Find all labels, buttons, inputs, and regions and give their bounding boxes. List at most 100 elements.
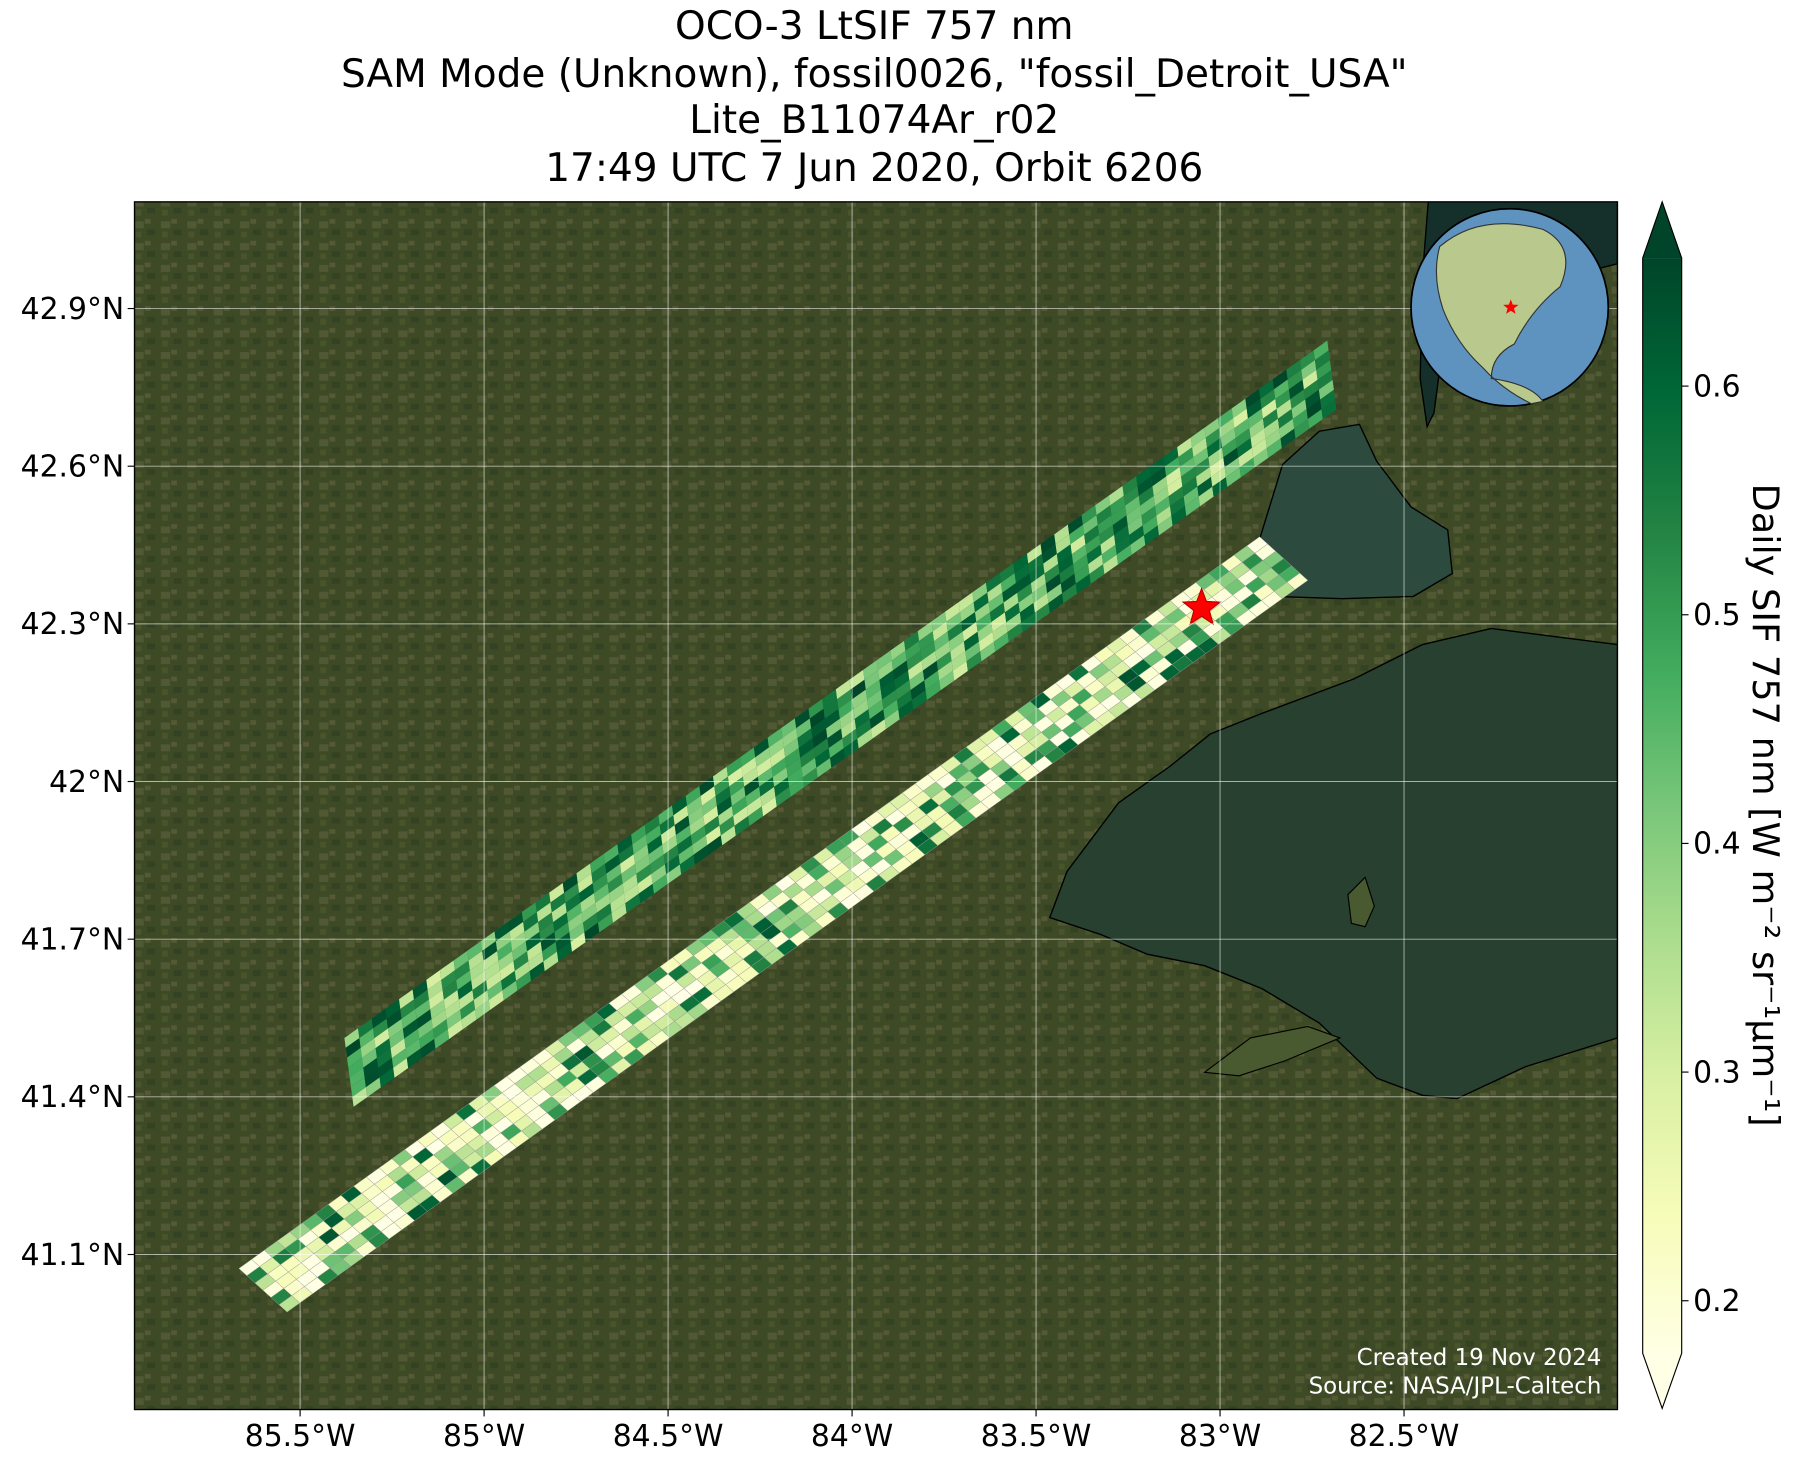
- swath-cell: [1017, 583, 1033, 603]
- swath-cell: [1014, 563, 1030, 584]
- swath-cell: [1303, 379, 1319, 400]
- swath-cell: [358, 1018, 374, 1039]
- swath-cell: [441, 970, 457, 990]
- swath-cell: [1007, 622, 1023, 642]
- swath-cell: [673, 805, 689, 826]
- swath-cell: [883, 699, 899, 720]
- swath-cell: [658, 805, 674, 826]
- swath-cell: [1218, 408, 1234, 428]
- swath-cell: [663, 844, 679, 865]
- swath-cell: [456, 970, 472, 990]
- swath-cell: [347, 1047, 362, 1068]
- swath-cell: [404, 1028, 420, 1049]
- credit: Created 19 Nov 2024: [1357, 1345, 1602, 1371]
- swath-cell: [1259, 379, 1274, 399]
- swath-cell: [796, 718, 812, 739]
- swath-cell: [549, 882, 565, 903]
- swath-cell: [978, 631, 994, 652]
- swath-cell: [350, 1077, 366, 1097]
- grid: [134, 201, 1618, 1410]
- swath-cell: [649, 854, 665, 875]
- globe-star: [1503, 299, 1519, 314]
- swath-cell: [958, 592, 974, 612]
- swath-cell: [726, 757, 742, 777]
- swath-cell: [753, 737, 769, 758]
- lake-erie: [1048, 627, 1618, 1100]
- swath-cell: [794, 708, 810, 729]
- swath-cell: [1239, 457, 1255, 478]
- swath-cell: [570, 932, 586, 952]
- swath-cell: [1260, 389, 1276, 409]
- swath-cell: [446, 1009, 462, 1030]
- swath-cell: [432, 1019, 448, 1039]
- swath-cell: [1055, 534, 1071, 554]
- swath-cell: [1110, 495, 1126, 516]
- swath-cell: [1156, 506, 1172, 526]
- swath-cell: [501, 970, 517, 991]
- swath-cell: [1205, 427, 1221, 448]
- swath-cell: [461, 1009, 477, 1030]
- swath-cell: [508, 912, 524, 932]
- swath-cell: [402, 1019, 418, 1039]
- swath-cell: [1222, 437, 1237, 458]
- swath-cell: [610, 893, 626, 913]
- swath-cell: [597, 912, 613, 933]
- swath-cell: [935, 641, 951, 661]
- swath-cell: [800, 747, 816, 768]
- swath-cell: [716, 796, 732, 816]
- swath-cell: [1219, 418, 1235, 438]
- colorbar-tick-label: 0.6: [1693, 369, 1740, 404]
- swath-cell: [1302, 369, 1318, 390]
- swath-cell: [746, 796, 762, 817]
- x-tick-label: 82.5°W: [1349, 1419, 1460, 1454]
- swath-cell: [482, 941, 498, 961]
- swath-cell: [458, 990, 474, 1010]
- swath-cell: [1006, 612, 1022, 633]
- swath-cell: [1013, 553, 1029, 574]
- swath-cell: [917, 621, 933, 642]
- swath-cell: [1089, 564, 1105, 584]
- swath-cell: [562, 873, 578, 893]
- swath-cell: [664, 854, 680, 875]
- swath-cell: [480, 931, 496, 951]
- swath-cell: [921, 650, 937, 671]
- swath-cell: [1231, 398, 1247, 419]
- swath-cell: [785, 747, 801, 768]
- swath-cell: [897, 690, 912, 710]
- swath-cell: [688, 805, 704, 826]
- swath-cell: [375, 1038, 391, 1058]
- swath-cell: [494, 921, 510, 942]
- swath-cell: [415, 999, 431, 1020]
- swath-cell: [1276, 399, 1292, 419]
- swath-cell: [824, 708, 840, 729]
- swath-cell: [536, 902, 552, 923]
- swath-cell: [1059, 563, 1075, 584]
- swath-cell: [1044, 563, 1060, 584]
- swath-cell: [948, 631, 964, 652]
- swath-cell: [1108, 485, 1124, 506]
- swath-cell: [584, 922, 600, 943]
- swath-cell: [1081, 505, 1097, 525]
- swath-cell: [406, 1048, 422, 1069]
- swath-cell: [1290, 389, 1306, 410]
- swath-cell: [678, 844, 694, 865]
- swath-cell: [420, 1038, 436, 1059]
- swath-cell: [868, 699, 884, 720]
- swath-cell: [1075, 573, 1091, 594]
- swath-cell: [827, 728, 843, 749]
- swath-cell: [911, 690, 927, 710]
- swath-cell: [856, 719, 872, 739]
- swath-cell: [685, 786, 701, 806]
- swath-cell: [475, 1000, 491, 1020]
- swath-cell: [620, 854, 636, 874]
- swath-cell: [951, 651, 967, 671]
- swath-cell: [802, 767, 818, 788]
- swath-cell: [703, 805, 719, 826]
- swath-cell: [906, 650, 922, 671]
- swath-cell: [1074, 564, 1090, 584]
- swath-cell: [514, 961, 530, 981]
- swath-cell: [934, 631, 949, 651]
- swath-cell: [386, 1009, 402, 1029]
- swath-cell: [879, 670, 895, 690]
- swath-cell: [1234, 418, 1250, 438]
